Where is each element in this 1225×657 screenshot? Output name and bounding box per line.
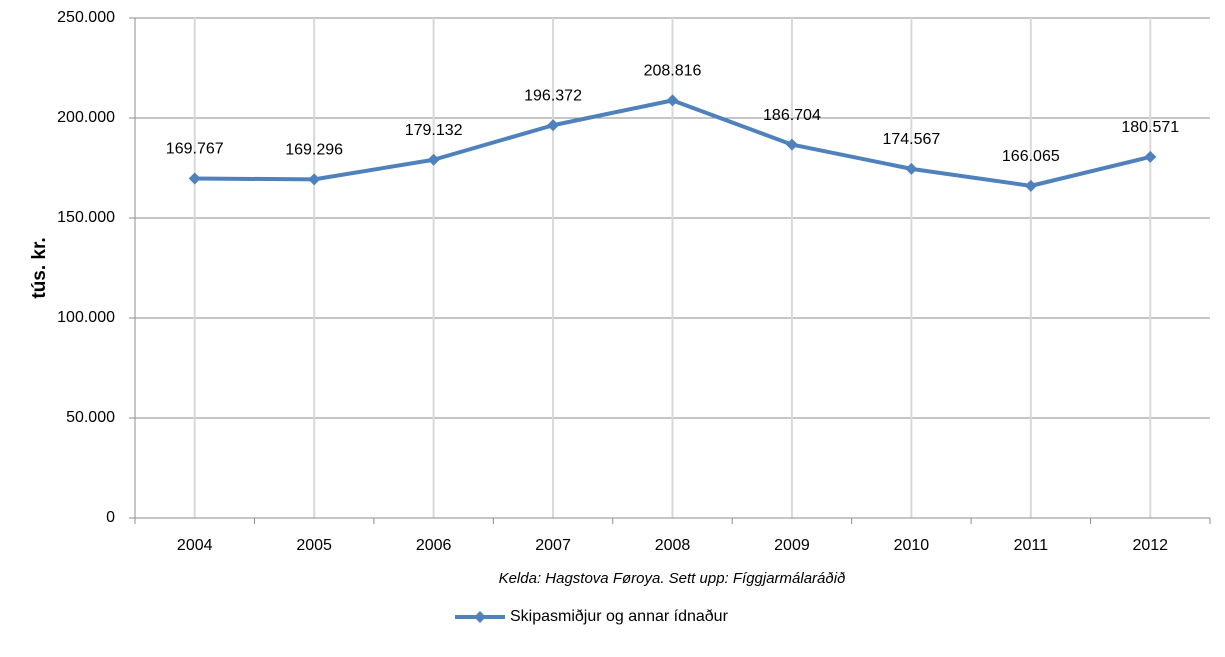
point-marker [188, 172, 201, 185]
point-marker [1144, 150, 1157, 163]
source-note: Kelda: Hagstova Føroya. Sett upp: Fíggja… [499, 570, 846, 587]
data-label: 174.567 [882, 131, 940, 148]
x-tick-label: 2004 [177, 537, 213, 554]
x-tick-label: 2009 [774, 537, 810, 554]
x-tick-label: 2005 [296, 537, 332, 554]
legend-label: Skipasmiðjur og annar ídnaður [510, 608, 729, 625]
point-marker [785, 138, 798, 151]
y-tick-label: 50.000 [66, 409, 115, 426]
data-label: 186.704 [763, 107, 821, 124]
x-tick-label: 2010 [894, 537, 930, 554]
data-label: 169.296 [285, 142, 343, 159]
y-tick-label: 0 [106, 509, 115, 526]
x-tick-label: 2008 [655, 537, 691, 554]
y-tick-label: 250.000 [57, 9, 115, 26]
data-label: 179.132 [405, 122, 463, 139]
x-tick-label: 2006 [416, 537, 452, 554]
data-label: 166.065 [1002, 148, 1060, 165]
point-marker [427, 153, 440, 166]
y-tick-label: 150.000 [57, 209, 115, 226]
point-marker [666, 94, 679, 107]
data-label: 196.372 [524, 87, 582, 104]
point-marker [905, 162, 918, 175]
x-tick-label: 2012 [1132, 537, 1168, 554]
point-marker [547, 119, 560, 132]
point-marker [308, 173, 321, 186]
y-axis-label: tús. kr. [29, 237, 50, 298]
data-label: 169.767 [166, 141, 224, 158]
data-label: 208.816 [644, 63, 702, 80]
legend-marker [474, 611, 486, 623]
y-tick-label: 200.000 [57, 109, 115, 126]
point-marker [1024, 179, 1037, 192]
x-tick-label: 2007 [535, 537, 571, 554]
x-tick-label: 2011 [1014, 537, 1049, 554]
y-tick-label: 100.000 [57, 309, 115, 326]
data-label: 180.571 [1121, 119, 1179, 136]
